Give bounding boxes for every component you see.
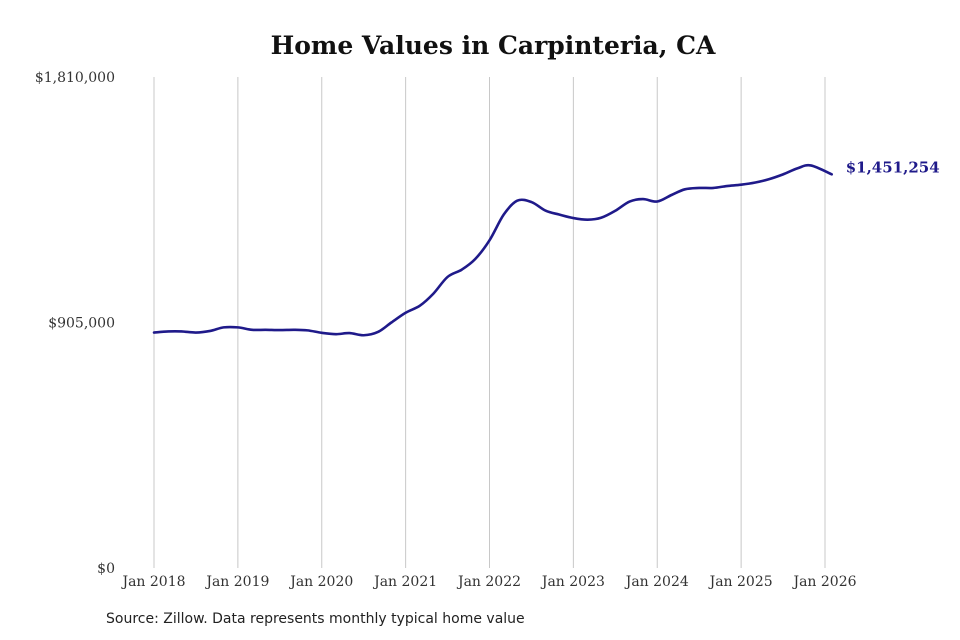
y-tick-label: $0: [97, 561, 115, 577]
series-layer: [152, 163, 834, 337]
x-tick-label: Jan 2021: [372, 574, 437, 590]
x-tick-label: Jan 2025: [708, 574, 773, 590]
chart-title: Home Values in Carpinteria, CA: [271, 31, 716, 60]
y-axis-tick-labels: $0 $905,000 $1,810,000: [35, 70, 115, 577]
x-tick-label: Jan 2026: [791, 574, 856, 590]
y-tick-label: $905,000: [48, 316, 115, 332]
home-value-line-0: [152, 163, 834, 337]
y-tick-label: $1,810,000: [35, 70, 115, 86]
x-tick-label: Jan 2024: [624, 574, 689, 590]
source-note: Source: Zillow. Data represents monthly …: [106, 611, 525, 627]
x-tick-label: Jan 2022: [456, 574, 521, 590]
x-tick-label: Jan 2023: [540, 574, 605, 590]
x-tick-label: Jan 2019: [204, 574, 269, 590]
x-tick-label: Jan 2020: [288, 574, 353, 590]
x-tick-label: Jan 2018: [120, 574, 185, 590]
end-value-label: $1,451,254: [846, 158, 940, 176]
x-axis-tick-labels: Jan 2018 Jan 2019 Jan 2020 Jan 2021 Jan 2022…: [120, 574, 856, 590]
gridlines: [153, 77, 826, 568]
